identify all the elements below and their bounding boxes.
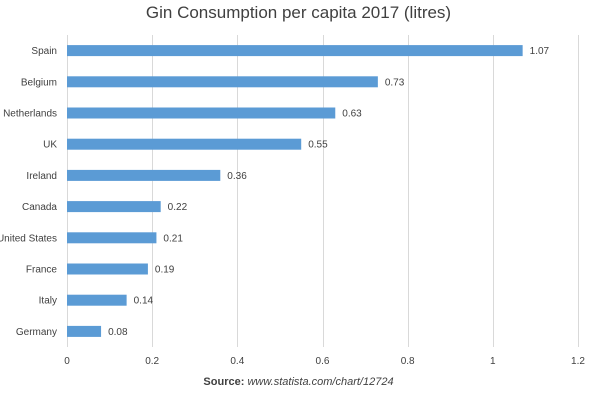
bar (67, 138, 302, 150)
category-label: UK (43, 140, 57, 151)
bars (67, 45, 523, 337)
source-label: Source: (203, 376, 245, 388)
bar (67, 169, 221, 181)
data-label: 0.73 (385, 77, 405, 88)
data-label: 0.36 (227, 171, 247, 182)
source-note: Source: www.statista.com/chart/12724 (0, 376, 597, 388)
data-label: 0.19 (155, 265, 175, 276)
x-tick-label: 0.6 (316, 356, 330, 367)
category-label: France (26, 265, 58, 276)
category-label: Belgium (21, 77, 57, 88)
x-tick-label: 0 (64, 356, 70, 367)
category-label: Ireland (26, 171, 57, 182)
chart-title: Gin Consumption per capita 2017 (litres) (145, 3, 452, 22)
bar (67, 294, 127, 306)
data-label: 0.55 (308, 140, 328, 151)
category-label: Netherlands (3, 109, 57, 120)
x-tick-label: 0.2 (145, 356, 159, 367)
bar (67, 107, 336, 119)
bar (67, 201, 161, 213)
x-axis-tick-labels: 0 0.2 0.4 0.6 0.8 1 1.2 (64, 356, 585, 367)
category-labels: Spain Belgium Netherlands UK Ireland Canada Un… (0, 46, 57, 338)
bar (67, 76, 378, 88)
x-tick-label: 0.8 (401, 356, 415, 367)
bar (67, 232, 157, 244)
category-label: United States (0, 233, 57, 244)
data-label: 1.07 (530, 46, 550, 57)
data-label: 0.63 (342, 109, 362, 120)
category-label: Spain (31, 46, 57, 57)
x-tick-label: 1 (490, 356, 496, 367)
bar (67, 325, 102, 337)
data-label: 0.21 (163, 233, 183, 244)
x-tick-label: 1.2 (571, 356, 585, 367)
data-label: 0.14 (134, 296, 154, 307)
source-url: www.statista.com/chart/12724 (247, 376, 394, 388)
data-label: 0.22 (168, 202, 188, 213)
data-labels: 1.07 0.73 0.63 0.55 0.36 0.22 0.21 0.19 0.14 0.08 (108, 46, 549, 338)
bar (67, 45, 523, 57)
x-tick-label: 0.4 (230, 356, 244, 367)
category-label: Italy (39, 296, 57, 307)
category-label: Canada (22, 202, 57, 213)
category-label: Germany (16, 327, 57, 338)
bar (67, 263, 148, 275)
data-label: 0.08 (108, 327, 128, 338)
